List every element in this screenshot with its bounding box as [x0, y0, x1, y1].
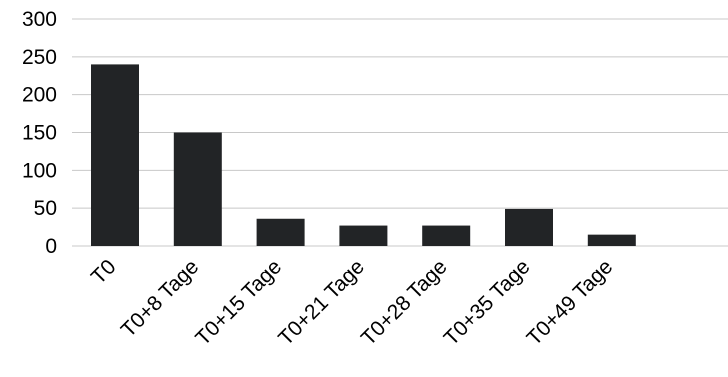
bar-6 — [505, 208, 553, 246]
x-tick-label-6: T0+35 Tage — [440, 255, 535, 350]
bar-3 — [256, 218, 305, 246]
y-axis-tick-labels: 0 50 100 150 200 250 300 — [22, 8, 57, 258]
y-tick-label-50: 50 — [34, 197, 57, 220]
bars — [91, 64, 636, 247]
grid-lines — [72, 18, 728, 247]
x-tick-label-7: T0+49 Tage — [522, 255, 617, 350]
bar-7 — [587, 234, 636, 246]
y-tick-label-300: 300 — [22, 8, 57, 31]
x-tick-label-4: T0+21 Tage — [274, 255, 369, 350]
y-tick-label-150: 150 — [22, 122, 57, 145]
x-tick-label-2: T0+8 Tage — [117, 255, 204, 342]
y-tick-label-200: 200 — [22, 84, 57, 107]
y-tick-label-0: 0 — [45, 235, 57, 258]
bar-2 — [173, 132, 222, 246]
y-tick-label-100: 100 — [22, 159, 57, 182]
bar-4 — [339, 225, 388, 246]
x-tick-label-1: T0 — [87, 255, 121, 289]
bar-5 — [422, 225, 471, 246]
x-tick-label-5: T0+28 Tage — [357, 255, 452, 350]
x-tick-label-3: T0+15 Tage — [191, 255, 286, 350]
y-tick-label-250: 250 — [22, 46, 57, 69]
bar-1 — [91, 64, 139, 247]
